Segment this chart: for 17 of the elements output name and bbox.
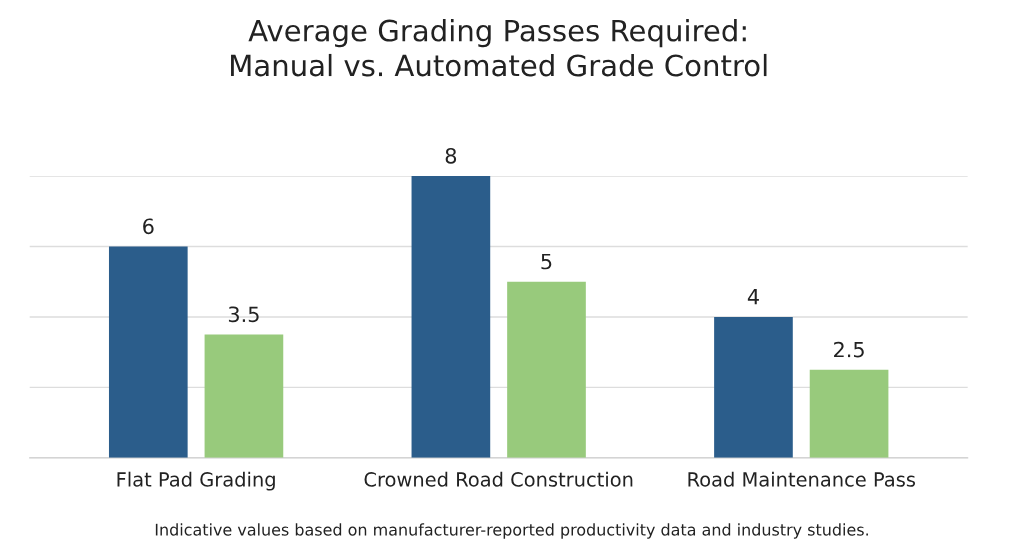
data-label: 8: [445, 147, 457, 164]
bar: [809, 369, 889, 458]
bar: [108, 246, 188, 458]
bar: [714, 316, 793, 458]
bar: [204, 334, 284, 458]
chart-title: Average Grading Passes Required: Manual vs. Automated Grade Control: [231, 19, 767, 77]
bar: [507, 281, 586, 458]
data-label: 6: [143, 218, 154, 235]
data-label: 2.5: [834, 341, 864, 358]
x-tick-label: Flat Pad Grading: [117, 471, 275, 491]
x-tick-label: Road Maintenance Pass: [688, 471, 916, 487]
x-tick-label: Crowned Road Construction: [364, 471, 633, 487]
data-label: 4: [747, 289, 759, 305]
data-label: 5: [541, 253, 552, 270]
bar: [411, 176, 491, 458]
text: Indicative values based on manufacturer-reported productivity data and industry studies.: [155, 523, 868, 539]
data-label: 3.5: [228, 306, 259, 323]
